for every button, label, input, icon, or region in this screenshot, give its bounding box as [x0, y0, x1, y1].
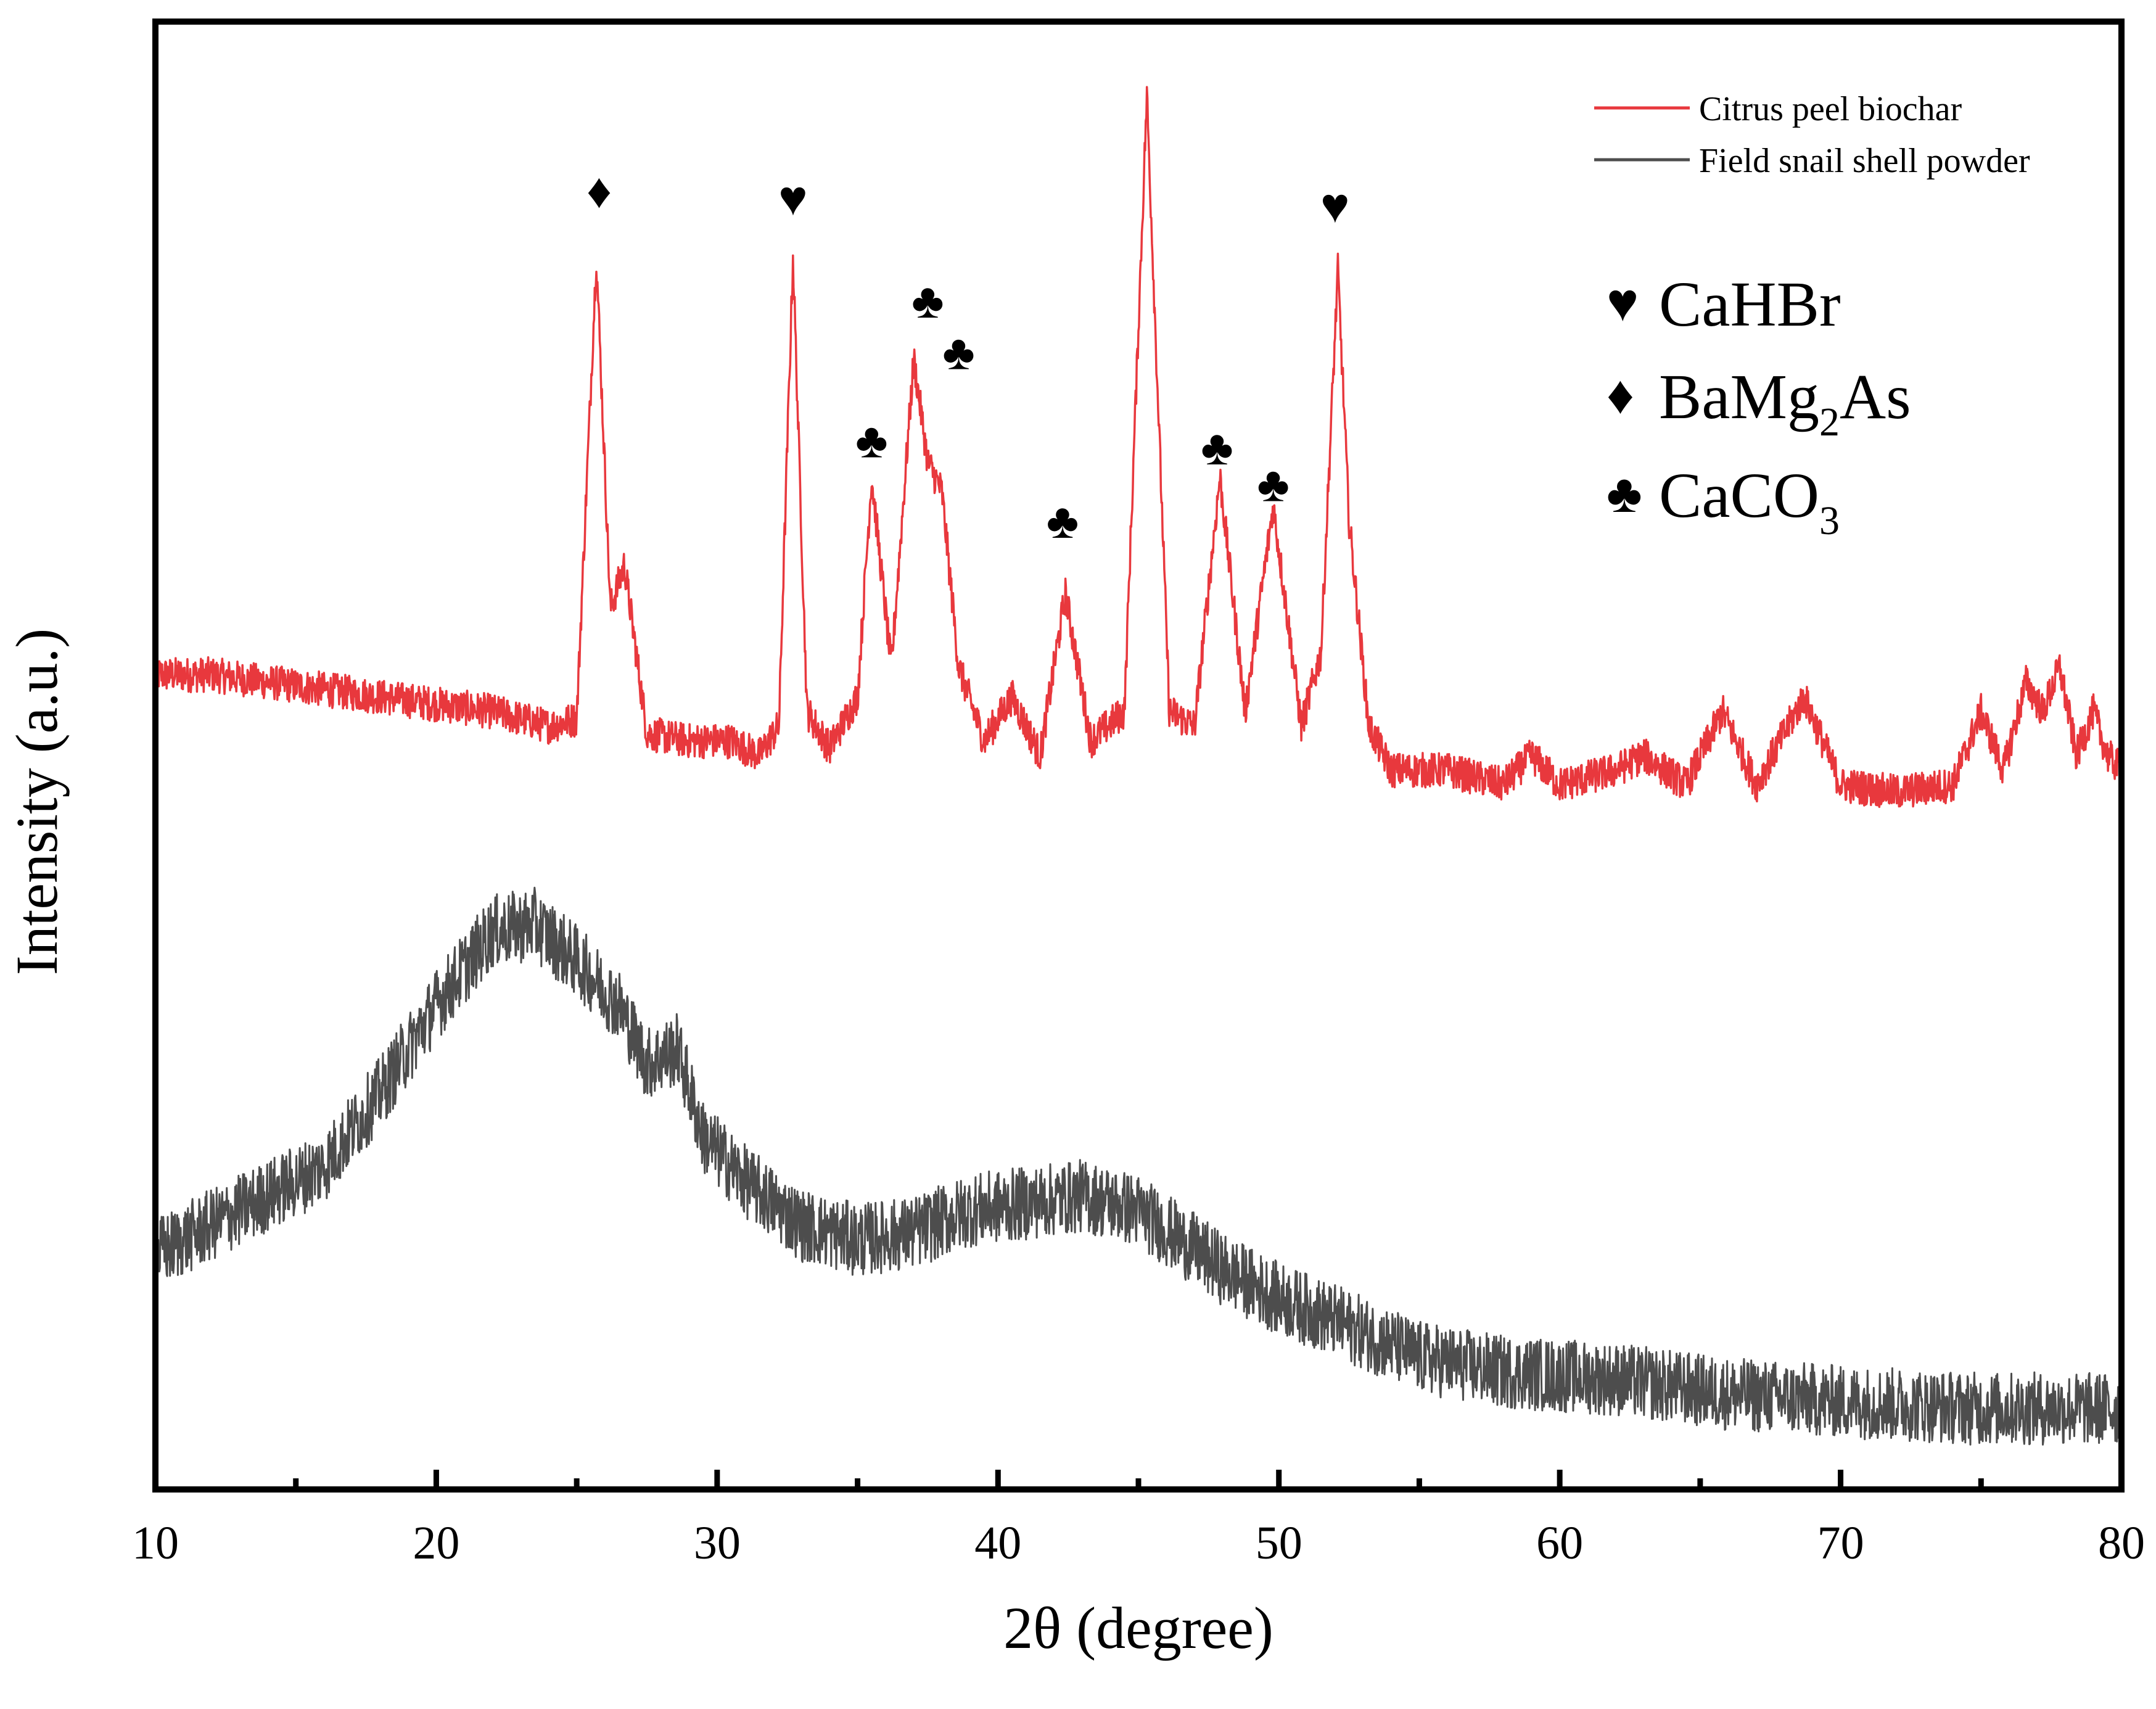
series-line-field-snail-shell-powder	[154, 886, 2123, 1446]
x-tick-label: 80	[2098, 1517, 2145, 1569]
peak-marker-club-icon: ♣	[942, 326, 975, 381]
peak-markers: ♦ ♥♣♣♣♣♣♣♥	[586, 165, 1349, 550]
peak-marker-heart-icon: ♥	[1320, 179, 1350, 234]
x-tick-label: 40	[974, 1517, 1021, 1569]
heart-icon: ♥	[1607, 273, 1639, 333]
peak-marker-club-icon: ♣	[1201, 421, 1233, 476]
y-axis-title: Intensity (a.u.)	[4, 628, 70, 976]
series-line-citrus-peel-biochar	[154, 86, 2123, 809]
x-axis-title: 2θ (degree)	[1003, 1595, 1273, 1661]
x-axis: 10 20 30 40 50 60 70 80	[132, 1470, 2145, 1569]
peak-marker-club-icon: ♣	[1257, 458, 1290, 513]
phase-key-bamg2as: BaMg2As	[1659, 361, 1911, 445]
legend-label-snail: Field snail shell powder	[1699, 142, 2030, 180]
legend: Citrus peel biochar Field snail shell po…	[1594, 90, 2030, 180]
club-icon: ♣	[1607, 464, 1642, 524]
peak-marker-club-icon: ♣	[1047, 495, 1079, 549]
phase-key-cahbr: CaHBr	[1659, 269, 1841, 340]
x-tick-label: 60	[1536, 1517, 1583, 1569]
x-tick-label: 20	[413, 1517, 459, 1569]
legend-label-citrus: Citrus peel biochar	[1699, 90, 1962, 128]
peak-marker-heart-icon: ♥	[778, 172, 808, 226]
peak-marker-club-icon: ♣	[911, 274, 944, 329]
peak-marker-diamond-icon: ♦	[586, 165, 612, 219]
x-tick-label: 30	[694, 1517, 741, 1569]
x-tick-label: 10	[132, 1517, 179, 1569]
diamond-icon: ♦	[1607, 366, 1634, 426]
peak-marker-club-icon: ♣	[855, 414, 888, 468]
phase-key-caco3: CaCO3	[1659, 460, 1840, 543]
phase-key: ♥ CaHBr ♦ BaMg2As ♣ CaCO3	[1607, 269, 1911, 543]
x-tick-label: 50	[1256, 1517, 1302, 1569]
series-layer	[154, 86, 2123, 1446]
x-tick-label: 70	[1817, 1517, 1864, 1569]
